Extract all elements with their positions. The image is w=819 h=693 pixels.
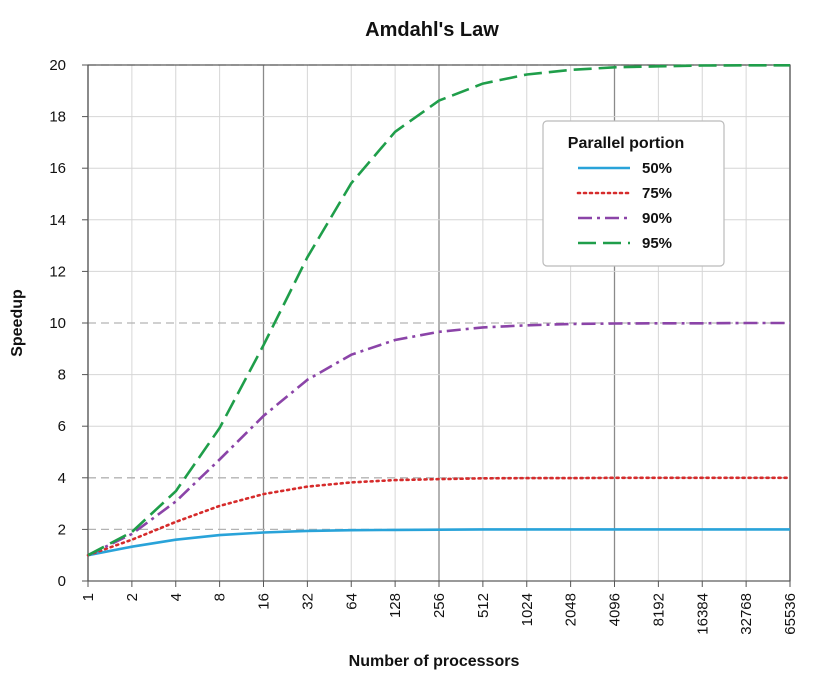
y-tick-label: 14 xyxy=(49,212,66,229)
x-tick-label: 32768 xyxy=(738,593,755,635)
x-axis-ticks: 1 2 4 8 16 32 64 128 256 512 1024 2048 4096 8192 16384… xyxy=(80,581,799,635)
x-tick-label: 16 xyxy=(256,593,273,610)
series-line-50pct xyxy=(87,528,790,557)
legend-label: 50% xyxy=(642,160,672,177)
x-tick-label: 1024 xyxy=(519,593,536,626)
series-line-95pct xyxy=(87,64,790,557)
series-line-90pct xyxy=(87,321,790,557)
chart-title: Amdahl's Law xyxy=(365,19,499,41)
legend-box xyxy=(542,120,725,267)
x-tick-label: 256 xyxy=(431,593,448,618)
y-tick-label: 10 xyxy=(49,315,66,332)
legend-label: 95% xyxy=(642,235,672,252)
y-tick-label: 0 xyxy=(58,573,66,590)
series-lines xyxy=(86,64,792,557)
y-tick-label: 16 xyxy=(49,160,66,177)
x-tick-label: 4096 xyxy=(607,593,624,626)
legend: Parallel portion 50% 75% 90% 95% xyxy=(542,120,725,267)
x-tick-label: 128 xyxy=(387,593,404,618)
y-tick-label: 2 xyxy=(58,521,66,538)
x-tick-label: 32 xyxy=(299,593,316,610)
legend-label: 90% xyxy=(642,210,672,227)
y-tick-label: 6 xyxy=(58,418,66,435)
x-tick-label: 1 xyxy=(80,593,97,601)
x-tick-label: 4 xyxy=(168,593,185,601)
series-line-75pct xyxy=(86,476,792,557)
x-tick-label: 8 xyxy=(212,593,229,601)
legend-title: Parallel portion xyxy=(568,135,684,152)
x-tick-label: 64 xyxy=(343,593,360,610)
x-tick-label: 512 xyxy=(475,593,492,618)
y-tick-label: 12 xyxy=(49,263,66,280)
x-tick-label: 2048 xyxy=(563,593,580,626)
x-tick-label: 65536 xyxy=(782,593,799,635)
legend-label: 75% xyxy=(642,185,672,202)
x-tick-label: 8192 xyxy=(650,593,667,626)
x-tick-label: 16384 xyxy=(694,593,711,635)
x-axis-label: Number of processors xyxy=(349,653,520,670)
x-tick-label: 2 xyxy=(124,593,141,601)
legend-items: 50% 75% 90% 95% xyxy=(576,160,672,252)
y-axis-label: Speedup xyxy=(9,289,26,357)
y-tick-label: 20 xyxy=(49,57,66,74)
y-tick-label: 4 xyxy=(58,470,66,487)
y-tick-label: 8 xyxy=(58,367,66,384)
y-tick-label: 18 xyxy=(49,109,66,126)
y-axis-ticks: 0 2 4 6 8 10 12 14 16 18 20 xyxy=(49,57,88,590)
